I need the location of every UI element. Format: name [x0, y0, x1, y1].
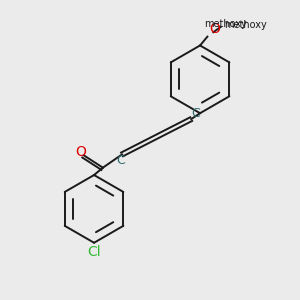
Text: O: O	[210, 22, 220, 36]
Text: O: O	[75, 146, 86, 159]
Text: methoxy: methoxy	[204, 19, 247, 29]
Text: Cl: Cl	[87, 245, 101, 260]
Text: methoxy: methoxy	[224, 20, 267, 30]
Text: C: C	[191, 107, 200, 120]
Text: C: C	[116, 154, 125, 167]
